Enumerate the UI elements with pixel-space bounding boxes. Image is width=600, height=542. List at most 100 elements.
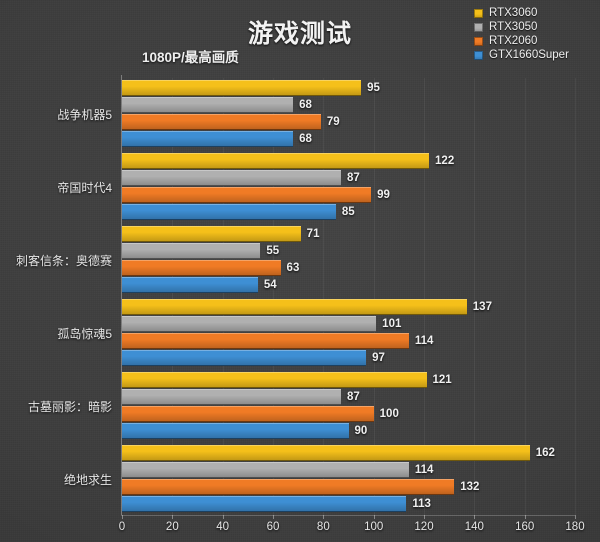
bar-gtx1660super-6: [122, 495, 407, 512]
bar-value-label: 79: [326, 116, 340, 129]
category-label: 帝国时代4: [57, 181, 112, 196]
bar-gtx1660super-3: [122, 277, 258, 294]
category-axis-labels: 战争机器5 帝国时代4 刺客信条：奥德赛 孤岛惊魂5 古墓丽影：暗影 绝地求生: [0, 78, 122, 515]
legend-swatch-icon: [474, 22, 483, 32]
bar-rtx3060-5: [122, 371, 427, 388]
gridline: [222, 78, 224, 515]
bar-rtx3050-4: [122, 315, 377, 332]
bar-value-label: 114: [414, 463, 434, 476]
axis-tick-mark: [524, 515, 526, 519]
axis-baseline: [121, 515, 575, 516]
bar-rtx2060-3: [122, 260, 281, 277]
axis-tick-label: 100: [364, 521, 384, 533]
axis-tick-mark: [122, 515, 123, 519]
axis-tick-label: 160: [515, 521, 535, 533]
bar-row: 85: [122, 204, 575, 221]
bar-value-label: 122: [435, 155, 455, 168]
category-label: 古墓丽影：暗影: [27, 399, 112, 414]
bar-row: 121: [122, 371, 575, 389]
bar-row: 137: [122, 298, 575, 316]
bar-row: 68: [122, 131, 575, 148]
bar-row: 162: [122, 444, 575, 462]
bar-value-label: 162: [535, 446, 555, 459]
chart-subtitle: 1080P/最高画质: [142, 50, 239, 65]
bar-value-label: 71: [306, 228, 320, 241]
bar-group: 121 87 100 90: [122, 371, 575, 440]
bar-value-label: 101: [382, 317, 402, 330]
bar-rtx2060-1: [122, 114, 321, 131]
bar-value-label: 68: [299, 99, 312, 112]
axis-tick-mark: [172, 515, 174, 519]
axis-tick-label: 20: [165, 521, 179, 533]
bar-value-label: 113: [412, 497, 431, 510]
category-label: 孤岛惊魂5: [57, 326, 112, 341]
axis-tick-label: 0: [118, 521, 126, 533]
bar-group: 122 87 99 85: [122, 153, 575, 221]
gridline: [575, 78, 576, 515]
bar-group: 162 114 132 113: [122, 444, 575, 513]
bar-group: 95 68 79 68: [122, 80, 575, 148]
axis-tick-label: 60: [266, 521, 280, 533]
axis-tick-mark: [474, 515, 476, 519]
gridline: [273, 78, 274, 515]
bar-row: 122: [122, 153, 575, 170]
bar-row: 114: [122, 461, 575, 479]
legend-label: RTX3050: [489, 21, 538, 33]
chart-legend: RTX3060 RTX3050 RTX2060 GTX1660Super: [474, 6, 569, 62]
legend-item-gtx1660super[interactable]: GTX1660Super: [474, 48, 569, 62]
bar-gtx1660super-4: [122, 349, 367, 366]
legend-swatch-icon: [474, 50, 483, 60]
bar-row: 55: [122, 243, 575, 260]
axis-tick-label: 40: [216, 521, 230, 533]
bar-value-label: 95: [367, 82, 380, 95]
bar-rtx3050-1: [122, 97, 294, 114]
plot-area: 95 68 79 68 122 87 99 85 71 55 63 54 137 101 114 97 121 8…: [121, 75, 576, 516]
bar-value-label: 99: [377, 189, 390, 202]
axis-tick-mark: [323, 515, 325, 519]
axis-tick-label: 180: [565, 521, 585, 533]
bar-value-label: 87: [346, 390, 360, 403]
axis-tick-mark: [273, 515, 274, 519]
gridline: [323, 78, 325, 515]
bar-rtx2060-2: [122, 187, 372, 204]
bar-row: 68: [122, 97, 575, 114]
gridline: [424, 78, 425, 515]
legend-label: RTX2060: [489, 35, 538, 47]
bar-value-label: 85: [341, 206, 355, 219]
chart-title: 游戏测试: [247, 20, 352, 48]
bar-value-label: 121: [432, 373, 452, 386]
legend-label: RTX3060: [489, 7, 538, 19]
bar-group: 137 101 114 97: [122, 298, 575, 367]
category-label: 战争机器5: [57, 108, 112, 123]
bar-value-label: 54: [263, 279, 277, 292]
bar-rtx3060-3: [122, 226, 301, 243]
gridline: [524, 78, 526, 515]
bar-value-label: 68: [299, 133, 312, 146]
bar-rtx3050-3: [122, 243, 261, 260]
legend-item-rtx2060[interactable]: RTX2060: [474, 34, 569, 48]
legend-item-rtx3060[interactable]: RTX3060: [474, 6, 569, 20]
bar-rtx3060-2: [122, 153, 430, 170]
axis-tick-label: 80: [316, 521, 330, 533]
bar-row: 113: [122, 495, 575, 513]
legend-swatch-icon: [474, 36, 483, 46]
bar-row: 132: [122, 478, 575, 496]
bar-row: 87: [122, 388, 575, 406]
gridline: [172, 78, 174, 515]
bar-row: 63: [122, 260, 575, 277]
bar-row: 114: [122, 332, 575, 350]
gridline: [474, 78, 476, 515]
gridline: [373, 78, 375, 515]
legend-item-rtx3050[interactable]: RTX3050: [474, 20, 569, 34]
value-axis: 0 20 40 60 80 100 120 140 160 180: [118, 515, 585, 542]
bar-value-label: 132: [460, 480, 480, 493]
bar-row: 95: [122, 80, 575, 97]
bar-rtx2060-6: [122, 478, 455, 495]
bar-rtx3050-6: [122, 461, 409, 478]
axis-tick-mark: [424, 515, 425, 519]
bar-rtx3060-4: [122, 298, 467, 315]
bar-row: 87: [122, 170, 575, 187]
bar-gtx1660super-2: [122, 204, 336, 221]
axis-tick-mark: [575, 515, 576, 519]
bar-value-label: 114: [414, 334, 434, 347]
